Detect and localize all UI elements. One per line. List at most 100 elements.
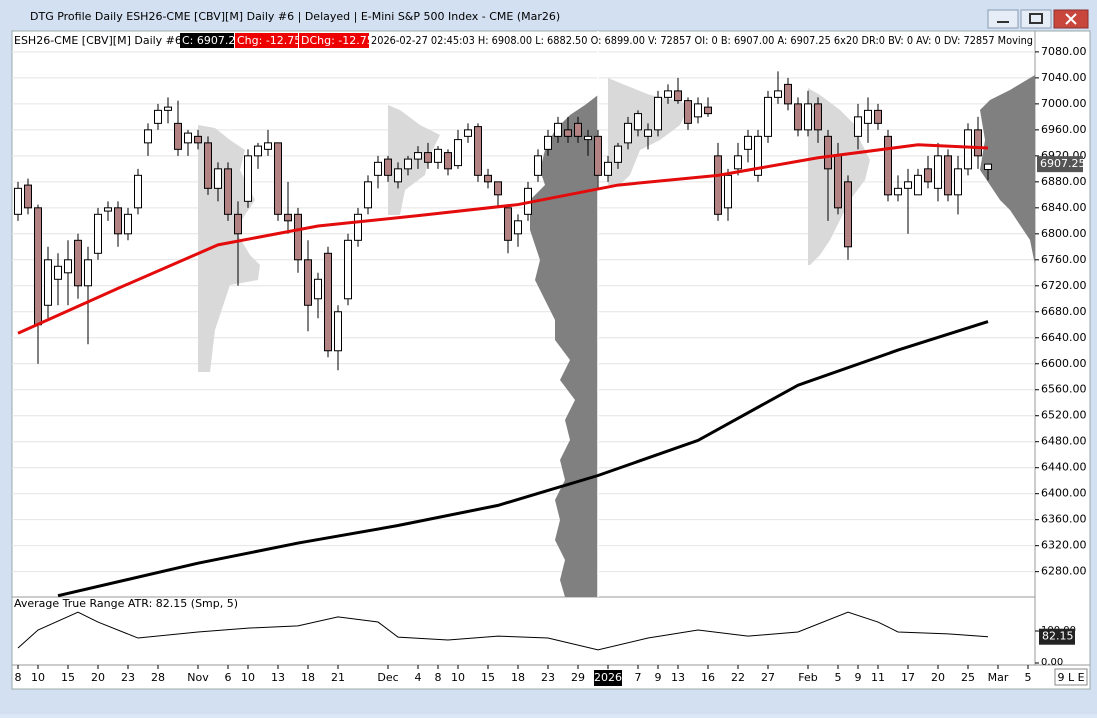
candle-body	[714, 155, 722, 215]
y-tick-label: 6680.00	[1041, 305, 1087, 318]
y-tick-label: 7080.00	[1041, 45, 1087, 58]
y-tick-label: 6840.00	[1041, 201, 1087, 214]
chg-label: Chg: -12.75	[237, 34, 301, 47]
symbol: ESH26-CME [CBV][M] Daily #6	[14, 34, 182, 47]
candle-body	[954, 168, 962, 196]
candle-body	[94, 213, 102, 254]
candle-body	[754, 135, 762, 176]
y-tick-label: 6880.00	[1041, 175, 1087, 188]
candle-body	[914, 174, 922, 196]
last-price-box	[1037, 156, 1083, 173]
details: 2026-02-27 02:45:03 H: 6908.00 L: 6882.5…	[371, 34, 1033, 47]
candle-body	[204, 142, 212, 189]
candle-body	[854, 116, 862, 137]
candle-body	[404, 158, 412, 170]
candle-body	[834, 155, 842, 209]
candle-body	[504, 207, 512, 241]
candle-body	[264, 142, 272, 150]
corner-label[interactable]: 9 L E	[1057, 671, 1084, 684]
y-tick-label: 6960.00	[1041, 123, 1087, 136]
candle-body	[324, 252, 332, 352]
minimize-button[interactable]	[987, 9, 1019, 29]
candle-body	[694, 103, 702, 118]
candle-body	[334, 311, 342, 352]
candle-body	[64, 259, 72, 274]
y-tick-label: 6560.00	[1041, 383, 1087, 396]
candle-body	[604, 161, 612, 176]
profile	[980, 75, 1035, 265]
maximize-button[interactable]	[1020, 9, 1052, 29]
candle-body	[664, 90, 672, 98]
candle-body	[774, 90, 782, 98]
maximize-icon	[1029, 13, 1043, 24]
atr-label: Average True Range ATR: 82.15 (Smp, 5)	[14, 597, 238, 610]
moving-average	[57, 320, 989, 597]
x-tick-label: 8	[15, 671, 22, 684]
grid	[12, 51, 1035, 573]
candle-body	[584, 135, 592, 141]
candle-body	[724, 174, 732, 209]
candle-body	[494, 181, 502, 196]
x-tick-label: Feb	[798, 671, 817, 684]
x-tick-label: 18	[301, 671, 315, 684]
candle-body	[194, 135, 202, 144]
candle-body	[684, 100, 692, 124]
x-tick-label: 21	[331, 671, 345, 684]
candle-body	[534, 155, 542, 176]
candle-body	[674, 90, 682, 102]
last-price: 6907.25	[1040, 157, 1086, 170]
candle-body	[274, 142, 282, 215]
candle-body	[14, 187, 22, 215]
candle-body	[824, 135, 832, 170]
y-tick-label: 6280.00	[1041, 565, 1087, 578]
x-tick-label: 13	[671, 671, 685, 684]
candle-body	[354, 213, 362, 241]
y-tick-label: 6720.00	[1041, 279, 1087, 292]
x-tick-label: 10	[31, 671, 45, 684]
corner-box[interactable]	[1054, 668, 1088, 686]
candle-body	[44, 259, 52, 306]
close-label: C: 6907.25	[182, 34, 242, 47]
candle-body	[434, 148, 442, 163]
y-tick-label: 6400.00	[1041, 487, 1087, 500]
candle-body	[764, 96, 772, 137]
candle-body	[554, 122, 562, 137]
candle-body	[654, 96, 662, 131]
candle-body	[984, 163, 992, 170]
dchg-label: DChg: -12.75	[301, 34, 374, 47]
candle-body	[124, 213, 132, 235]
candle-body	[544, 135, 552, 150]
candle-body	[364, 181, 372, 209]
candle-body	[744, 135, 752, 150]
candle-body	[484, 174, 492, 183]
x-tick-label: 25	[961, 671, 975, 684]
candle-body	[624, 122, 632, 144]
candle-body	[234, 213, 242, 235]
candle-body	[224, 168, 232, 215]
candle-body	[54, 265, 62, 280]
candle-body	[874, 109, 882, 124]
candle-body	[244, 155, 252, 202]
candle-body	[644, 129, 652, 137]
atr-last-box	[1039, 628, 1075, 645]
candle-body	[974, 129, 982, 157]
chg-box	[235, 33, 298, 48]
x-tick-label: Mar	[988, 671, 1009, 684]
y-tick-label: 6800.00	[1041, 227, 1087, 240]
candle-body	[254, 145, 262, 157]
close-box	[180, 33, 234, 48]
candle-body	[454, 139, 462, 167]
x-tick-label: 27	[761, 671, 775, 684]
x-tick-label: 2026	[594, 671, 622, 684]
x-tick-label: 13	[271, 671, 285, 684]
profile	[530, 95, 598, 597]
candle-body	[514, 220, 522, 235]
candle-body	[114, 207, 122, 235]
x-tick-label: 20	[91, 671, 105, 684]
x-tick-label: 9	[855, 671, 862, 684]
candle-body	[814, 103, 822, 131]
y-tick-label: 7040.00	[1041, 71, 1087, 84]
x-tick-label: 11	[871, 671, 885, 684]
candle-body	[24, 184, 32, 209]
